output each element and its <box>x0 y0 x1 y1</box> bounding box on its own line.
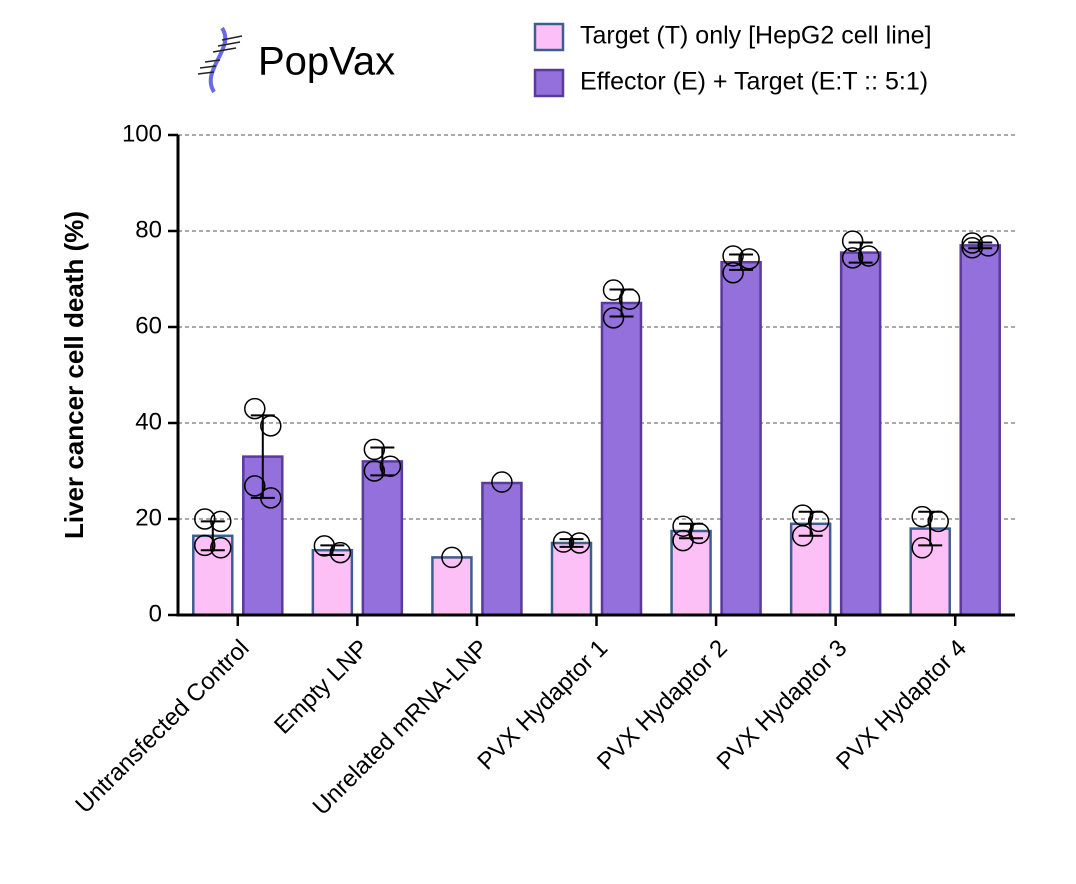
data-point <box>194 508 216 530</box>
legend-swatch <box>533 22 565 52</box>
x-tick-label: PVX Hydaptor 2 <box>592 635 733 776</box>
legend-swatch <box>533 68 565 98</box>
data-point <box>911 537 933 559</box>
y-tick-label: 20 <box>135 504 162 531</box>
y-tick-label: 60 <box>135 312 162 339</box>
data-point <box>911 505 933 528</box>
data-point <box>244 475 266 497</box>
x-tick-label: PVX Hydaptor 3 <box>712 635 853 776</box>
y-axis-label: Liver cancer cell death (%) <box>59 211 89 539</box>
data-point <box>961 232 983 254</box>
bar <box>431 556 473 617</box>
data-point <box>672 529 694 552</box>
y-tick-label: 40 <box>135 408 162 435</box>
data-point <box>210 510 232 533</box>
data-point <box>807 510 830 533</box>
bar <box>839 251 882 617</box>
bar <box>789 522 832 617</box>
data-point <box>602 279 625 301</box>
data-point <box>738 248 760 270</box>
bar <box>481 481 523 617</box>
data-point <box>194 534 216 557</box>
bar <box>959 244 1001 617</box>
data-point <box>961 237 983 259</box>
data-point <box>244 397 266 420</box>
bar <box>311 548 354 617</box>
data-point <box>379 455 402 477</box>
logo-icon <box>197 26 243 94</box>
legend-label: Target (T) only [HepG2 cell line] <box>580 22 932 50</box>
bar <box>720 260 762 617</box>
bar <box>550 541 593 617</box>
bar <box>670 529 712 617</box>
data-point <box>618 288 641 310</box>
data-point <box>329 541 352 564</box>
bar <box>361 460 404 617</box>
x-tick-label: Untransfected Control <box>70 635 254 819</box>
data-point <box>791 525 814 547</box>
data-point <box>313 535 336 557</box>
data-point <box>568 532 591 554</box>
x-tick-label: Empty LNP <box>269 635 374 740</box>
data-point <box>363 460 386 482</box>
data-point <box>722 262 744 284</box>
data-point <box>841 247 864 269</box>
data-point <box>552 531 575 553</box>
data-point <box>602 307 625 329</box>
bar <box>600 301 643 617</box>
x-tick-label: PVX Hydaptor 1 <box>472 635 613 776</box>
data-point <box>927 510 949 533</box>
data-point <box>857 245 880 267</box>
data-point <box>841 230 864 252</box>
data-point <box>722 245 744 267</box>
data-point <box>441 546 463 569</box>
y-tick-label: 0 <box>149 600 162 627</box>
legend-label: Effector (E) + Target (E:T :: 5:1) <box>580 68 928 96</box>
x-tick-label: PVX Hydaptor 4 <box>831 635 972 776</box>
data-point <box>977 235 999 257</box>
data-point <box>363 438 386 461</box>
y-tick-label: 100 <box>122 120 162 147</box>
data-point <box>260 415 282 437</box>
data-point <box>491 471 513 493</box>
logo-text: PopVax <box>258 40 395 84</box>
data-point <box>210 537 232 559</box>
y-tick-label: 80 <box>135 216 162 243</box>
data-point <box>260 487 282 509</box>
